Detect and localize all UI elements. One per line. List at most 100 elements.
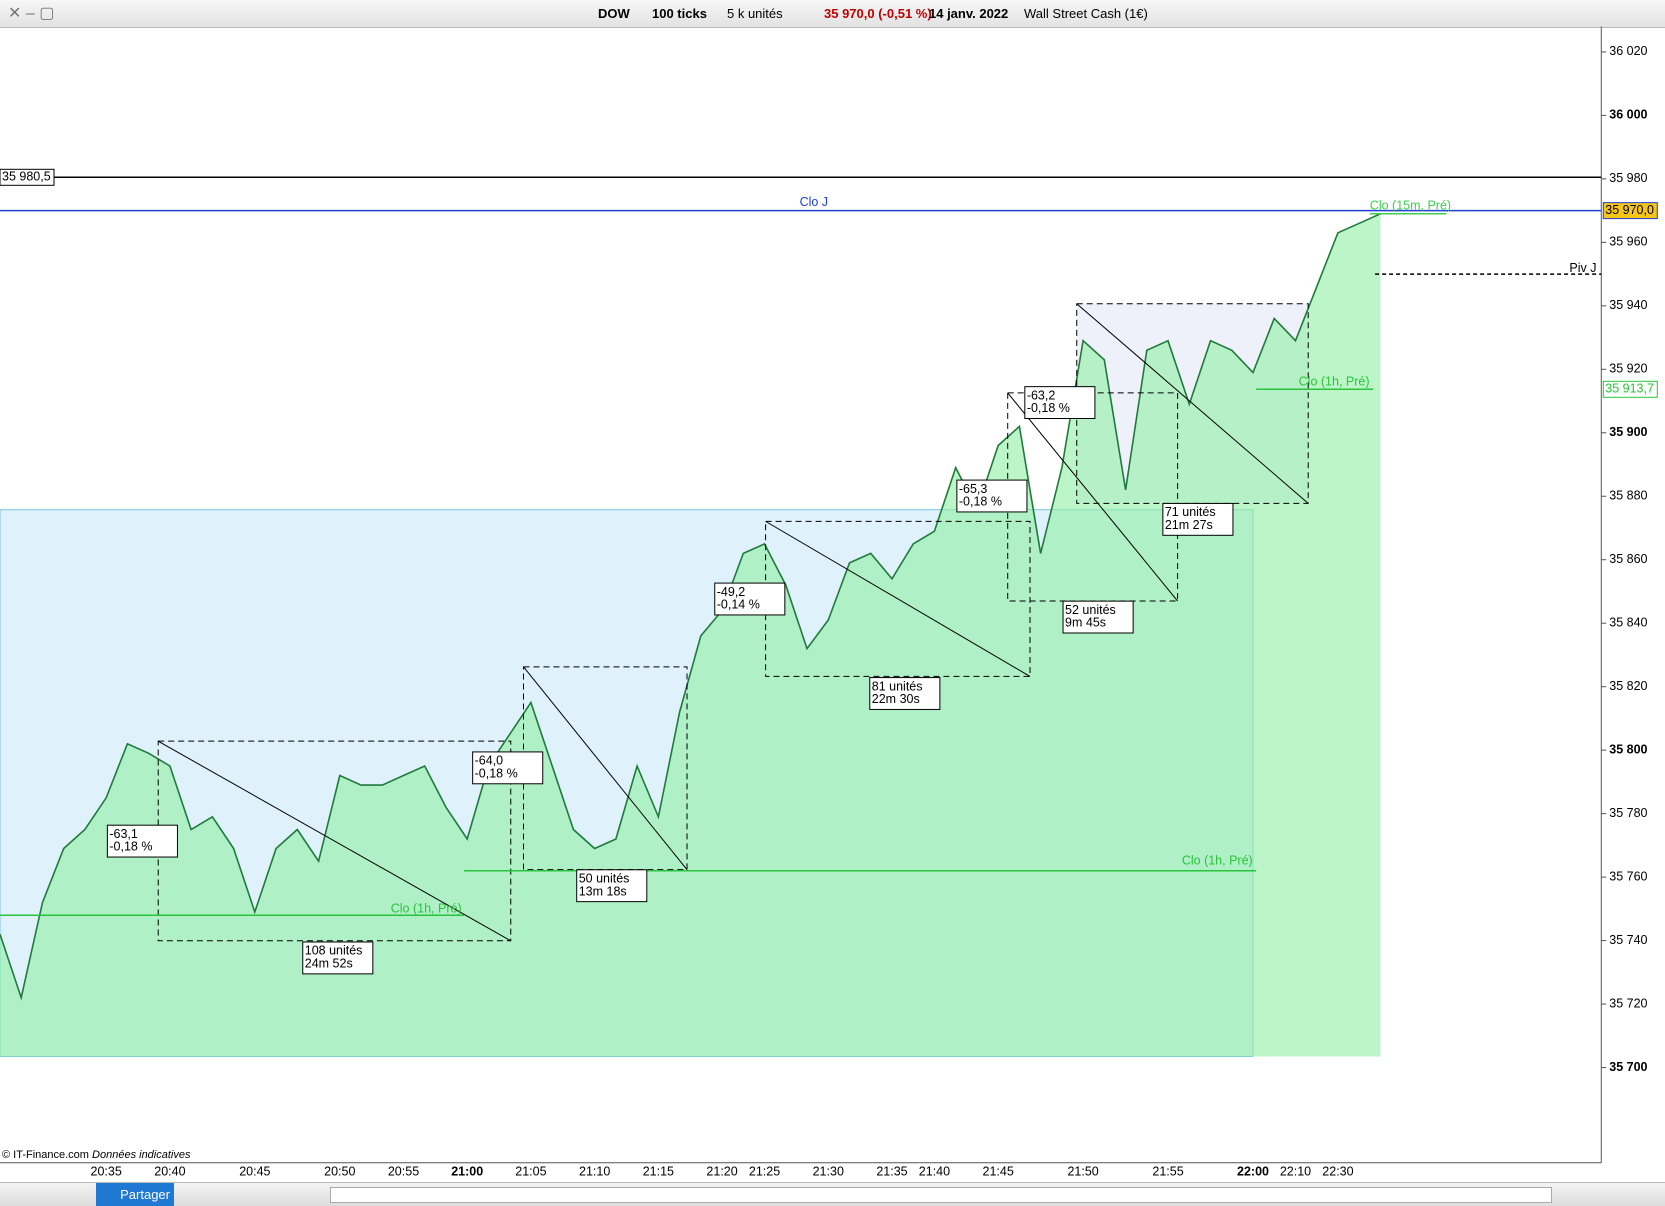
share-button[interactable]: Partager [96, 1183, 174, 1206]
y-tick-label: 35 860 [1609, 552, 1647, 566]
window-controls[interactable]: ✕ ‒ ▢ [8, 5, 55, 22]
measure-diagonal [1076, 303, 1309, 504]
credit: © IT-Finance.com Données indicatives [2, 1149, 190, 1161]
annotation-box [106, 824, 178, 858]
y-tick-label: 35 960 [1609, 235, 1647, 249]
price-tag [1602, 380, 1658, 398]
x-tick-label: 22:00 [1237, 1165, 1269, 1179]
x-tick-label: 21:45 [983, 1165, 1014, 1179]
price-line [0, 213, 1381, 1001]
units-select[interactable]: 5 k unités [727, 6, 783, 21]
instrument: Wall Street Cash (1€) [1024, 6, 1148, 21]
x-tick-label: 22:30 [1322, 1165, 1353, 1179]
note: Données indicatives [92, 1149, 191, 1161]
x-tick-label: 20:35 [91, 1165, 122, 1179]
measure-diagonal [523, 666, 688, 870]
x-tick-label: 22:10 [1280, 1165, 1311, 1179]
level-label: Clo (15m, Pré) [1370, 198, 1451, 212]
scrollbar[interactable] [330, 1187, 1552, 1203]
x-tick-label: 21:20 [706, 1165, 737, 1179]
y-tick-label: 35 940 [1609, 298, 1647, 312]
y-tick-label: 35 720 [1609, 996, 1647, 1010]
y-tick-label: 35 840 [1609, 616, 1647, 630]
annotation-text: -63,2 [1027, 388, 1056, 402]
x-tick-label: 21:55 [1152, 1165, 1183, 1179]
copyright: © IT-Finance.com [2, 1149, 89, 1161]
measure-diagonal [765, 520, 1031, 677]
y-tick-label: 35 820 [1609, 679, 1647, 693]
annotation-text: -0,14 % [717, 598, 760, 612]
level-label: Clo (1h, Pré) [1182, 853, 1253, 867]
x-tick-label: 21:05 [515, 1165, 546, 1179]
level-label: Clo J [800, 195, 828, 209]
annotation-box [956, 479, 1028, 513]
y-tick-label: 35 900 [1609, 425, 1647, 439]
y-tick-label: 35 760 [1609, 869, 1647, 883]
annotation-box [472, 751, 544, 785]
measure-diagonal [157, 740, 512, 942]
price-tag-label: 35 970,0 [1605, 203, 1654, 217]
annotation-text: 9m 45s [1065, 616, 1106, 630]
price-area [0, 213, 1381, 1057]
y-tick-label: 36 020 [1609, 44, 1647, 58]
annotation-box [1062, 600, 1134, 634]
annotation-text: -64,0 [475, 754, 504, 768]
annotation-text: 108 unités [305, 944, 363, 958]
x-tick-label: 21:35 [876, 1165, 907, 1179]
y-tick-label: 35 800 [1609, 742, 1647, 756]
level-label: Clo (1h, Pré) [1299, 375, 1370, 389]
date: 14 janv. 2022 [929, 6, 1009, 21]
price-tag [0, 168, 55, 186]
annotation-box [714, 582, 786, 616]
annotation-text: 13m 18s [579, 884, 627, 898]
annotation-text: 52 unités [1065, 603, 1116, 617]
interval-select[interactable]: 100 ticks [652, 6, 707, 21]
x-tick-label: 21:00 [451, 1165, 483, 1179]
annotation-text: 21m 27s [1165, 518, 1213, 532]
chart: 35 700 35 720 35 740 35 760 35 780 35 800 35 8… [0, 26, 1658, 1179]
price-change: 35 970,0 (-0,51 %) [824, 6, 932, 21]
annotation-text: -49,2 [717, 585, 746, 599]
y-tick-label: 35 740 [1609, 933, 1647, 947]
bottom-toolbar: Partager [0, 1182, 1665, 1206]
price-tag-label: 35 913,7 [1605, 382, 1654, 396]
annotation-text: -0,18 % [475, 766, 518, 780]
x-tick-label: 21:10 [579, 1165, 610, 1179]
x-tick-label: 21:25 [749, 1165, 780, 1179]
annotation-box [869, 677, 941, 710]
y-tick-label: 35 980 [1609, 171, 1647, 185]
annotation-text: -0,18 % [109, 840, 152, 854]
annotation-text: 81 unités [872, 679, 923, 693]
annotation-text: -0,18 % [1027, 401, 1070, 415]
y-tick-label: 35 880 [1609, 489, 1647, 503]
level-label: Piv J [1569, 261, 1596, 275]
x-tick-label: 21:30 [813, 1165, 844, 1179]
x-tick-label: 20:40 [154, 1165, 185, 1179]
annotation-text: 50 unités [579, 872, 630, 886]
annotation-box [302, 941, 374, 975]
x-tick-label: 21:50 [1067, 1165, 1098, 1179]
annotation-text: -63,1 [109, 827, 138, 841]
symbol-select[interactable]: DOW [598, 6, 630, 21]
annotation-text: 22m 30s [872, 692, 920, 706]
annotation-text: 71 unités [1165, 505, 1216, 519]
annotation-box [1162, 502, 1234, 536]
annotation-text: 24m 52s [305, 956, 353, 970]
annotation-box [1024, 386, 1096, 419]
y-tick-label: 36 000 [1609, 108, 1647, 122]
y-tick-label: 35 920 [1609, 362, 1647, 376]
level-label: Clo (1h, Pré) [391, 901, 462, 915]
annotation-box [576, 869, 648, 903]
price-tag [1602, 202, 1658, 220]
x-tick-label: 20:55 [388, 1165, 419, 1179]
x-tick-label: 20:50 [324, 1165, 355, 1179]
x-tick-label: 21:15 [643, 1165, 674, 1179]
price-tag-label: 35 980,5 [2, 170, 51, 184]
annotation-text: -0,18 % [959, 495, 1002, 509]
y-tick-label: 35 780 [1609, 806, 1647, 820]
x-tick-label: 20:45 [239, 1165, 270, 1179]
annotation-text: -65,3 [959, 482, 988, 496]
toolbar: ✕ ‒ ▢ DOW 100 ticks 5 k unités 35 970,0 … [0, 0, 1665, 28]
y-tick-label: 35 700 [1609, 1060, 1647, 1074]
